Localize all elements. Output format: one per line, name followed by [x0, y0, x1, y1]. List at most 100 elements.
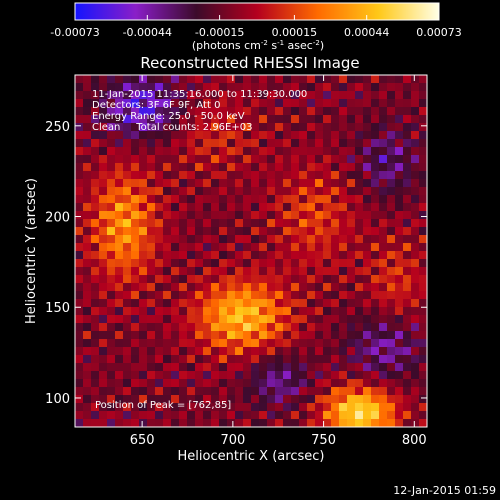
heatmap-cell — [91, 131, 100, 140]
heatmap-cell — [259, 163, 268, 172]
heatmap-cell — [203, 195, 212, 204]
heatmap-cell — [347, 403, 356, 412]
heatmap-cell — [147, 147, 156, 156]
heatmap-cell — [331, 355, 340, 364]
heatmap-cell — [83, 211, 92, 220]
heatmap-cell — [379, 419, 388, 428]
heatmap-cell — [251, 75, 260, 84]
heatmap-cell — [411, 131, 420, 140]
heatmap-cell — [91, 219, 100, 228]
heatmap-cell — [99, 243, 108, 252]
heatmap-cell — [163, 299, 172, 308]
heatmap-cell — [355, 411, 364, 420]
heatmap-cell — [203, 155, 212, 164]
heatmap-cell — [355, 395, 364, 404]
heatmap-cell — [115, 299, 124, 308]
heatmap-cell — [227, 179, 236, 188]
heatmap-cell — [211, 347, 220, 356]
heatmap-cell — [203, 147, 212, 156]
heatmap-cell — [419, 83, 428, 92]
heatmap-cell — [339, 283, 348, 292]
heatmap-cell — [331, 195, 340, 204]
heatmap-cell — [147, 171, 156, 180]
heatmap-cell — [355, 419, 364, 428]
heatmap-cell — [115, 131, 124, 140]
heatmap-cell — [395, 275, 404, 284]
heatmap-cell — [347, 363, 356, 372]
heatmap-cell — [259, 107, 268, 116]
heatmap-cell — [75, 339, 84, 348]
heatmap-cell — [171, 235, 180, 244]
heatmap-cell — [355, 131, 364, 140]
y-tick-label: 200 — [45, 211, 70, 226]
heatmap-cell — [195, 107, 204, 116]
heatmap-cell — [155, 339, 164, 348]
heatmap-cell — [91, 363, 100, 372]
heatmap-cell — [267, 83, 276, 92]
heatmap-cell — [403, 291, 412, 300]
heatmap-cell — [99, 235, 108, 244]
heatmap-cell — [315, 331, 324, 340]
heatmap-cell — [123, 275, 132, 284]
heatmap-cell — [179, 83, 188, 92]
heatmap-cell — [379, 371, 388, 380]
heatmap-cell — [83, 403, 92, 412]
heatmap-cell — [315, 219, 324, 228]
heatmap-cell — [363, 419, 372, 428]
heatmap-cell — [83, 419, 92, 428]
heatmap-cell — [227, 411, 236, 420]
heatmap-cell — [107, 187, 116, 196]
heatmap-cell — [251, 251, 260, 260]
heatmap-cell — [259, 123, 268, 132]
heatmap-cell — [291, 107, 300, 116]
heatmap-cell — [123, 395, 132, 404]
heatmap-cell — [347, 243, 356, 252]
heatmap-cell — [307, 323, 316, 332]
heatmap-cell — [99, 387, 108, 396]
heatmap-cell — [395, 187, 404, 196]
heatmap-cell — [267, 291, 276, 300]
heatmap-cell — [251, 187, 260, 196]
heatmap-cell — [123, 283, 132, 292]
heatmap-cell — [411, 251, 420, 260]
heatmap-cell — [347, 275, 356, 284]
heatmap-cell — [123, 91, 132, 100]
heatmap-cell — [403, 339, 412, 348]
heatmap-cell — [299, 291, 308, 300]
heatmap-cell — [203, 315, 212, 324]
heatmap-cell — [387, 219, 396, 228]
heatmap-cell — [403, 403, 412, 412]
heatmap-cell — [219, 211, 228, 220]
heatmap-cell — [275, 419, 284, 428]
heatmap-cell — [219, 251, 228, 260]
heatmap-cell — [171, 99, 180, 108]
heatmap-cell — [155, 291, 164, 300]
heatmap-cell — [283, 275, 292, 284]
heatmap-cell — [291, 371, 300, 380]
heatmap-cell — [203, 171, 212, 180]
heatmap-cell — [99, 363, 108, 372]
heatmap-cell — [171, 379, 180, 388]
heatmap-cell — [131, 259, 140, 268]
heatmap-cell — [179, 411, 188, 420]
heatmap-cell — [307, 203, 316, 212]
heatmap-cell — [195, 75, 204, 84]
heatmap-cell — [235, 195, 244, 204]
heatmap-cell — [91, 323, 100, 332]
heatmap-cell — [139, 339, 148, 348]
heatmap-cell — [219, 299, 228, 308]
heatmap-cell — [355, 91, 364, 100]
heatmap-cell — [227, 259, 236, 268]
heatmap-cell — [363, 243, 372, 252]
heatmap-cell — [411, 355, 420, 364]
heatmap-cell — [403, 235, 412, 244]
heatmap-cell — [331, 75, 340, 84]
heatmap-cell — [419, 227, 428, 236]
heatmap-cell — [307, 403, 316, 412]
heatmap-cell — [235, 323, 244, 332]
heatmap-cell — [155, 219, 164, 228]
heatmap-cell — [91, 355, 100, 364]
heatmap-cell — [331, 203, 340, 212]
heatmap-cell — [379, 363, 388, 372]
heatmap-cell — [171, 403, 180, 412]
